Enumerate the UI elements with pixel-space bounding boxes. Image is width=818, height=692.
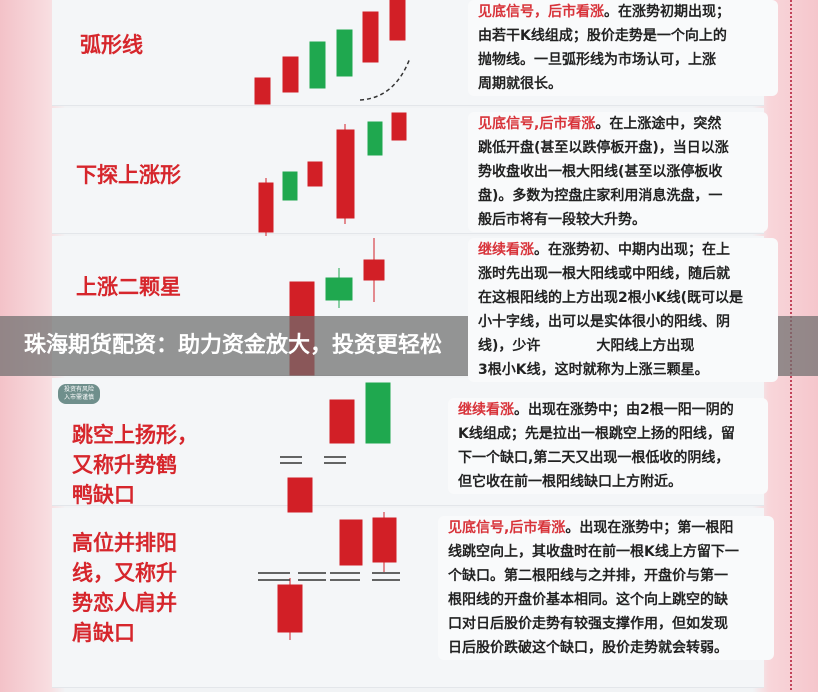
signal-highlight: 见底信号，后市看涨 bbox=[478, 4, 604, 20]
pattern-description: 继续看涨。出现在涨势中；由2根一阳一阴的 K线组成；先是拉出一根跳空上扬的阳线，留… bbox=[448, 398, 768, 494]
pattern-description: 见底信号，后市看涨。在涨势初期出现； 由若干K线组成；股价走势是一个向上的 抛物线。… bbox=[468, 0, 778, 96]
signal-highlight: 继续看涨 bbox=[478, 242, 534, 258]
signal-highlight: 见底信号,后市看涨 bbox=[448, 520, 566, 536]
pattern-title: 上涨二颗星 bbox=[76, 275, 181, 299]
signal-highlight: 继续看涨 bbox=[458, 402, 514, 418]
pattern-title: 下探上涨形 bbox=[76, 163, 181, 187]
signal-highlight: 见底信号,后市看涨 bbox=[478, 116, 596, 132]
pattern-title: 高位并排阳 线，又称升 势恋人肩并 肩缺口 bbox=[72, 531, 177, 645]
pattern-title: 弧形线 bbox=[80, 33, 143, 57]
overlay-banner-text: 珠海期货配资：助力资金放大，投资更轻松 bbox=[24, 333, 443, 358]
risk-warning-tag: 投资有风险 入市需谨慎 bbox=[58, 384, 101, 404]
pattern-title: 跳空上扬形， 又称升势鹤 鸭缺口 bbox=[72, 423, 198, 507]
pattern-description: 继续看涨。在涨势初、中期内出现；在上 涨时先出现一根大阳线或中阳线，随后就 在这根阳… bbox=[468, 238, 778, 382]
pattern-description: 见底信号,后市看涨。出现在涨势中；第一根阳 线跳空向上，其收盘时在前一根K线上方留… bbox=[438, 516, 774, 660]
pattern-description: 见底信号,后市看涨。在上涨途中，突然 跳低开盘(甚至以跌停板开盘)，当日以涨 势收盘… bbox=[468, 112, 768, 232]
